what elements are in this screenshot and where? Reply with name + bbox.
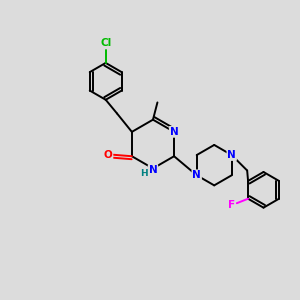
Text: F: F [228, 200, 235, 210]
Text: N: N [227, 150, 236, 160]
Text: Cl: Cl [100, 38, 111, 48]
Text: N: N [170, 127, 178, 137]
Text: N: N [148, 165, 157, 175]
Text: N: N [192, 170, 201, 180]
Text: H: H [140, 169, 147, 178]
Text: O: O [104, 150, 112, 160]
